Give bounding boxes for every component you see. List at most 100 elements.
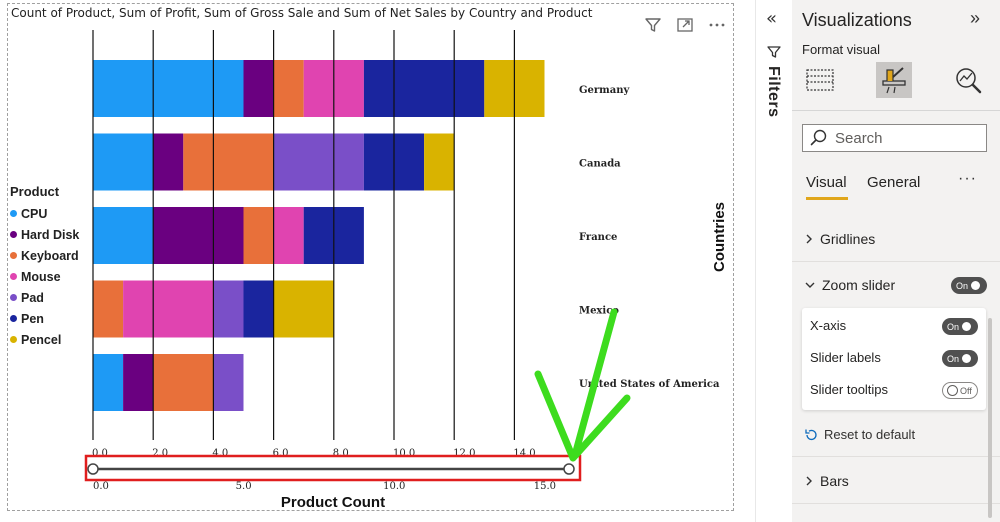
pane-divider (792, 110, 1000, 111)
bar-segment[interactable] (183, 133, 274, 191)
legend-marker (10, 210, 17, 217)
bar-segment[interactable] (93, 354, 124, 411)
format-visual-button[interactable] (876, 62, 912, 98)
toggle-label: On (947, 321, 960, 332)
legend-title: Product (10, 184, 60, 199)
x-tick-label: 10.0 (393, 448, 415, 459)
search-input[interactable]: Search (802, 124, 987, 152)
analytics-button[interactable] (950, 62, 986, 98)
slider-tooltips-label: Slider tooltips (810, 382, 889, 397)
active-tab-indicator (806, 197, 848, 200)
x-axis-toggle[interactable]: On (942, 318, 978, 335)
toggle-label: On (956, 280, 969, 291)
filters-label[interactable]: Filters (765, 66, 782, 118)
section-divider (792, 456, 1000, 457)
slider-label: 10.0 (383, 481, 405, 492)
category-label: France (579, 232, 617, 243)
bar-chart: Germany Canada France Mexico United States o… (84, 30, 728, 511)
bar-segment[interactable] (93, 133, 154, 191)
analytics-magnifier-icon (956, 68, 982, 94)
bar-segment[interactable] (273, 60, 304, 117)
legend-label: CPU (21, 206, 48, 221)
tab-visual[interactable]: Visual (806, 174, 847, 191)
tab-general[interactable]: General (867, 174, 921, 191)
x-axis-title: Product Count (281, 494, 385, 511)
annotation-arrow (534, 308, 631, 462)
slider-label: 15.0 (534, 481, 556, 492)
bar-segment[interactable] (93, 280, 124, 338)
chart-legend: Product CPU Hard Disk Keyboard Mouse Pad Pen P… (10, 184, 79, 350)
legend-item[interactable]: CPU (10, 203, 79, 224)
section-divider (792, 261, 1000, 262)
bar-segment[interactable] (153, 354, 214, 411)
section-divider (792, 503, 1000, 504)
section-gridlines[interactable]: Gridlines (804, 231, 875, 247)
bar-segment[interactable] (243, 207, 274, 264)
bar-segment[interactable] (123, 354, 154, 411)
bar-segment[interactable] (93, 207, 154, 264)
expand-pane-icon[interactable]: » (970, 8, 981, 28)
legend-label: Pencel (21, 332, 62, 347)
slider-labels-toggle[interactable]: On (942, 350, 978, 367)
legend-label: Hard Disk (21, 227, 80, 242)
paintbrush-icon (882, 67, 906, 94)
bar-segment[interactable] (213, 280, 244, 338)
filter-icon[interactable] (642, 14, 664, 36)
build-visual-button[interactable] (802, 62, 838, 98)
legend-item[interactable]: Hard Disk (10, 224, 79, 245)
legend-item[interactable]: Pencel (10, 329, 79, 350)
bar-segment[interactable] (213, 354, 244, 411)
zoom-slider-toggle[interactable]: On (951, 277, 987, 294)
section-zoom-slider[interactable]: Zoom slider (804, 277, 895, 293)
bar-segment[interactable] (153, 207, 244, 264)
pane-title: Visualizations (802, 10, 912, 30)
bar-segment[interactable] (273, 207, 304, 264)
pane-scrollbar[interactable] (988, 318, 992, 518)
legend-item[interactable]: Mouse (10, 266, 79, 287)
legend-item[interactable]: Keyboard (10, 245, 79, 266)
legend-item[interactable]: Pen (10, 308, 79, 329)
chart-visual[interactable]: Count of Product, Sum of Profit, Sum of … (0, 0, 740, 522)
bar-segment[interactable] (273, 280, 334, 338)
more-options-icon[interactable] (706, 14, 728, 36)
y-axis-title: Countries (711, 202, 728, 272)
zoom-slider-start-handle[interactable] (87, 463, 99, 475)
legend-marker (10, 252, 17, 259)
slider-label: 0.0 (93, 481, 109, 492)
legend-marker (10, 231, 17, 238)
bar-segment[interactable] (273, 133, 364, 191)
focus-mode-icon[interactable] (674, 14, 696, 36)
bar-segment[interactable] (153, 133, 184, 191)
legend-marker (10, 315, 17, 322)
legend-label: Pad (21, 290, 44, 305)
x-tick-label: 6.0 (273, 448, 289, 459)
filters-pane[interactable]: « Filters (755, 0, 793, 522)
category-label: Canada (579, 159, 621, 170)
reset-to-default-button[interactable]: Reset to default (804, 427, 915, 442)
x-tick-label: 12.0 (453, 448, 475, 459)
toggle-label: On (947, 353, 960, 364)
bar-segment[interactable] (93, 60, 244, 117)
bar-segment[interactable] (363, 60, 485, 117)
x-axis-label: X-axis (810, 318, 847, 333)
slider-tooltips-toggle[interactable]: Off (942, 382, 978, 399)
more-options-icon[interactable]: ··· (958, 170, 977, 187)
zoom-slider-end-handle[interactable] (563, 463, 575, 475)
legend-label: Mouse (21, 269, 61, 284)
section-bars[interactable]: Bars (804, 473, 849, 489)
filter-icon (767, 44, 781, 63)
legend-item[interactable]: Pad (10, 287, 79, 308)
bar-segment[interactable] (243, 280, 274, 338)
legend-marker (10, 273, 17, 280)
bar-segment[interactable] (243, 60, 274, 117)
chevron-right-icon (806, 234, 812, 244)
x-tick-label: 4.0 (212, 448, 228, 459)
collapse-filters-icon[interactable]: « (766, 8, 778, 29)
category-label: Mexico (579, 306, 619, 317)
bar-segment[interactable] (123, 280, 214, 338)
category-label: Germany (579, 85, 631, 96)
visualizations-pane: Visualizations » Format visual Search (792, 0, 1000, 522)
bar-segment[interactable] (424, 133, 455, 191)
chart-title: Count of Product, Sum of Profit, Sum of … (11, 6, 593, 20)
reset-icon (805, 429, 817, 440)
